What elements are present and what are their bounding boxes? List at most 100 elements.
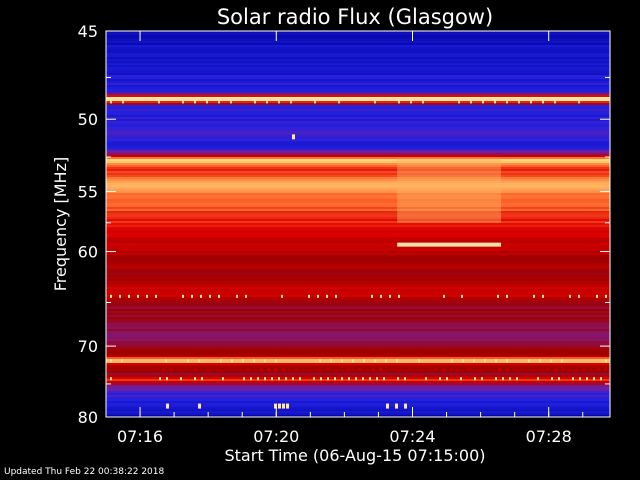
streak-dot: [119, 294, 121, 298]
streak-dot: [542, 100, 544, 104]
streak-dot: [550, 359, 552, 363]
streak-dot: [497, 294, 499, 298]
streak-dot: [166, 377, 168, 381]
frequency-band: [106, 37, 610, 39]
frequency-band: [106, 57, 610, 59]
streak-dot: [380, 294, 382, 298]
frequency-band: [106, 287, 610, 289]
frequency-band: [106, 249, 610, 251]
frequency-band: [106, 349, 610, 351]
frequency-band: [106, 351, 610, 353]
x-tick-label: 07:20: [253, 427, 299, 446]
streak-dot: [374, 100, 376, 104]
streak-dot: [264, 377, 266, 381]
frequency-band: [106, 295, 610, 297]
frequency-band: [106, 285, 610, 287]
frequency-band: [106, 213, 610, 215]
frequency-band: [106, 73, 610, 75]
streak-dot: [397, 377, 399, 381]
frequency-band: [106, 113, 610, 115]
frequency-band: [106, 79, 610, 81]
frequency-band: [106, 195, 610, 197]
frequency-band: [106, 119, 610, 121]
frequency-band: [106, 333, 610, 335]
frequency-band: [106, 269, 610, 271]
frequency-band: [106, 59, 610, 61]
burst-region: [397, 158, 502, 223]
streak-dot: [230, 100, 232, 104]
frequency-band: [106, 359, 610, 361]
frequency-band: [106, 165, 610, 167]
frequency-band: [106, 243, 610, 245]
frequency-band: [106, 385, 610, 387]
frequency-band: [106, 307, 610, 309]
y-tick-label: 55: [78, 182, 98, 201]
frequency-band: [106, 409, 610, 411]
frequency-band: [106, 393, 610, 395]
frequency-band: [106, 265, 610, 267]
frequency-band: [106, 221, 610, 223]
frequency-band: [106, 135, 610, 137]
streak-dot: [481, 377, 483, 381]
frequency-band: [106, 337, 610, 339]
x-tick-label: 07:16: [117, 427, 163, 446]
streak-dot: [451, 359, 453, 363]
frequency-band: [106, 95, 610, 97]
frequency-band: [106, 75, 610, 77]
streak-dot: [470, 100, 472, 104]
frequency-band: [106, 361, 610, 363]
y-axis-label: Frequency [MHz]: [51, 157, 70, 291]
frequency-band: [106, 329, 610, 331]
frequency-band: [106, 31, 610, 33]
frequency-band: [106, 101, 610, 103]
frequency-band: [106, 325, 610, 327]
frequency-band: [106, 97, 610, 99]
frequency-band: [106, 321, 610, 323]
x-axis: 07:16 07:20 07:24 07:28: [105, 30, 611, 446]
frequency-band: [106, 143, 610, 145]
streak-dot: [518, 100, 520, 104]
frequency-band: [106, 281, 610, 283]
y-tick-label: 45: [78, 22, 98, 41]
streak-dot: [159, 377, 161, 381]
frequency-band: [106, 313, 610, 315]
streak-dot: [600, 377, 602, 381]
frequency-band: [106, 51, 610, 53]
streak-dot: [554, 100, 556, 104]
frequency-band: [106, 155, 610, 157]
streak-dot: [578, 100, 580, 104]
frequency-band: [106, 39, 610, 41]
streak-dot: [530, 100, 532, 104]
frequency-band: [106, 197, 610, 199]
frequency-band: [106, 357, 610, 359]
streak-dot: [200, 294, 202, 298]
frequency-band: [106, 55, 610, 57]
frequency-band: [106, 353, 610, 355]
x-tick-label: 07:24: [389, 427, 435, 446]
streak-dot: [443, 294, 445, 298]
frequency-band: [106, 299, 610, 301]
streak-dot: [166, 403, 169, 409]
frequency-band: [106, 141, 610, 143]
frequency-band: [106, 183, 610, 185]
streak-dot: [194, 377, 196, 381]
streak-dot: [363, 359, 365, 363]
streak-dot: [317, 294, 319, 298]
streak-dot: [128, 294, 130, 298]
streak-dot: [338, 100, 340, 104]
plot-frame: [105, 30, 611, 418]
streak-dot: [198, 403, 201, 409]
streak-dot: [593, 377, 595, 381]
streak-dot: [158, 100, 160, 104]
streak-dot: [218, 294, 220, 298]
streak-dot: [290, 100, 292, 104]
x-axis-label: Start Time (06-Aug-15 07:15:00): [225, 446, 486, 465]
frequency-band: [106, 81, 610, 83]
frequency-band: [106, 61, 610, 63]
frequency-band: [106, 129, 610, 131]
frequency-band: [106, 117, 610, 119]
streak-dot: [474, 377, 476, 381]
frequency-band: [106, 33, 610, 35]
frequency-band: [106, 405, 610, 407]
frequency-band: [106, 105, 610, 107]
